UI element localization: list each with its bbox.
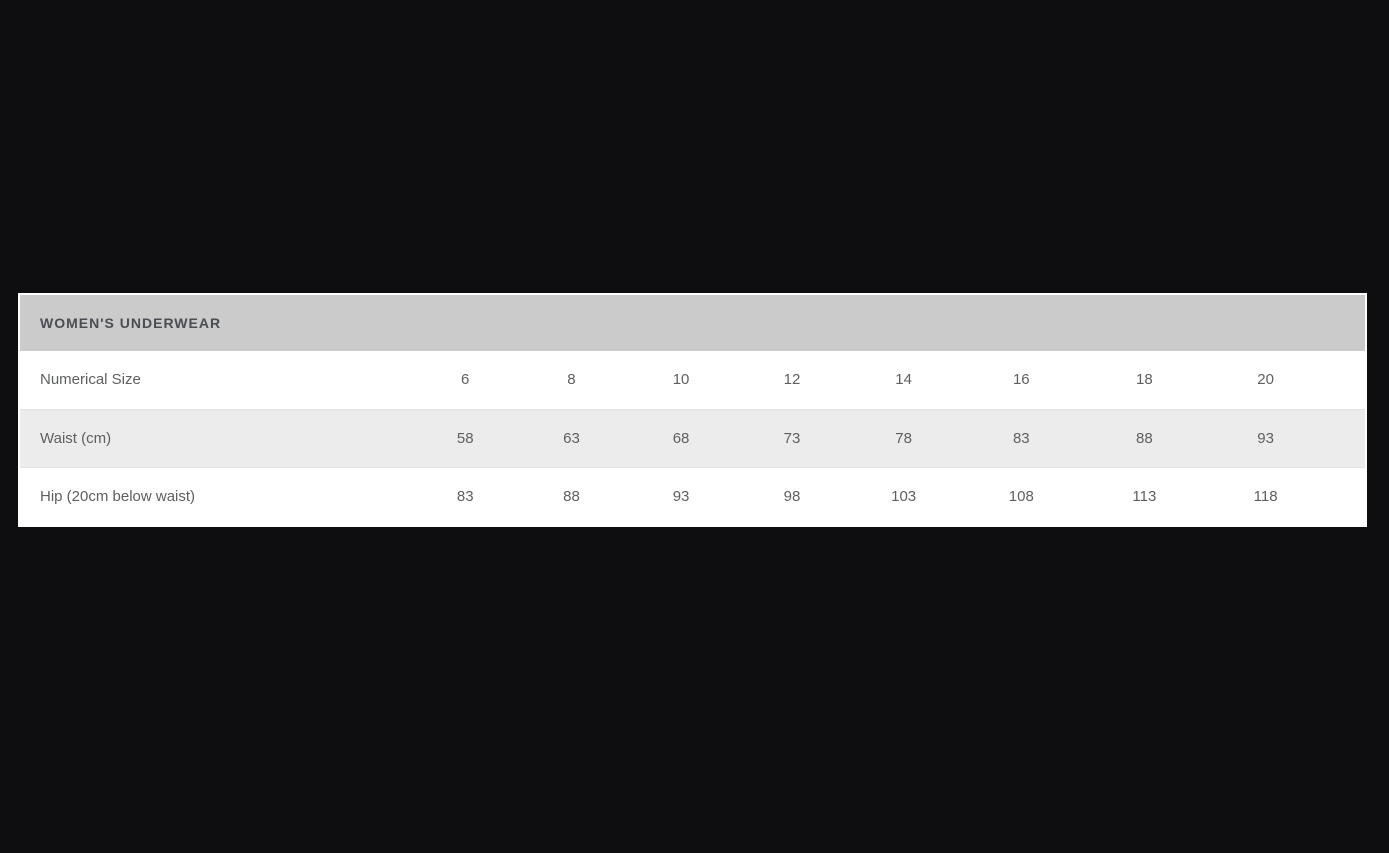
table-cell: 16: [960, 351, 1083, 409]
row-label: Numerical Size: [20, 351, 413, 409]
table-cell: 18: [1082, 351, 1207, 409]
row-label: Waist (cm): [20, 408, 413, 467]
table-cell: 88: [517, 466, 626, 525]
table-cell: 93: [625, 466, 737, 525]
table-cell: 10: [625, 351, 737, 409]
table-row-hip: Hip (20cm below waist) 83 88 93 98 103 1…: [20, 466, 1365, 525]
table-cell: 108: [960, 466, 1083, 525]
table-cell: 78: [847, 408, 961, 467]
table-title-row: WOMEN'S UNDERWEAR: [20, 295, 1365, 351]
table-row-numerical-size: Numerical Size 6 8 10 12 14 16 18 20: [20, 351, 1365, 409]
table-cell: 113: [1082, 466, 1207, 525]
table-cell: 83: [412, 466, 518, 525]
table-cell: 73: [736, 408, 848, 467]
table-cell: 58: [412, 408, 518, 467]
table-cell: 98: [736, 466, 848, 525]
table-cell: 118: [1206, 466, 1365, 525]
table-row-waist: Waist (cm) 58 63 68 73 78 83 88 93: [20, 408, 1365, 467]
size-chart-table: WOMEN'S UNDERWEAR Numerical Size 6 8 10 …: [20, 295, 1365, 525]
table-cell: 63: [517, 408, 626, 467]
table-cell: 8: [517, 351, 626, 409]
row-label: Hip (20cm below waist): [20, 466, 413, 525]
table-cell: 83: [960, 408, 1083, 467]
table-cell: 88: [1082, 408, 1207, 467]
table-cell: 103: [847, 466, 961, 525]
table-title: WOMEN'S UNDERWEAR: [20, 295, 1365, 351]
table-cell: 20: [1206, 351, 1365, 409]
table-cell: 93: [1206, 408, 1365, 467]
table-cell: 12: [736, 351, 848, 409]
size-chart-card: WOMEN'S UNDERWEAR Numerical Size 6 8 10 …: [18, 293, 1367, 527]
table-cell: 14: [847, 351, 961, 409]
table-cell: 6: [412, 351, 518, 409]
table-cell: 68: [625, 408, 737, 467]
